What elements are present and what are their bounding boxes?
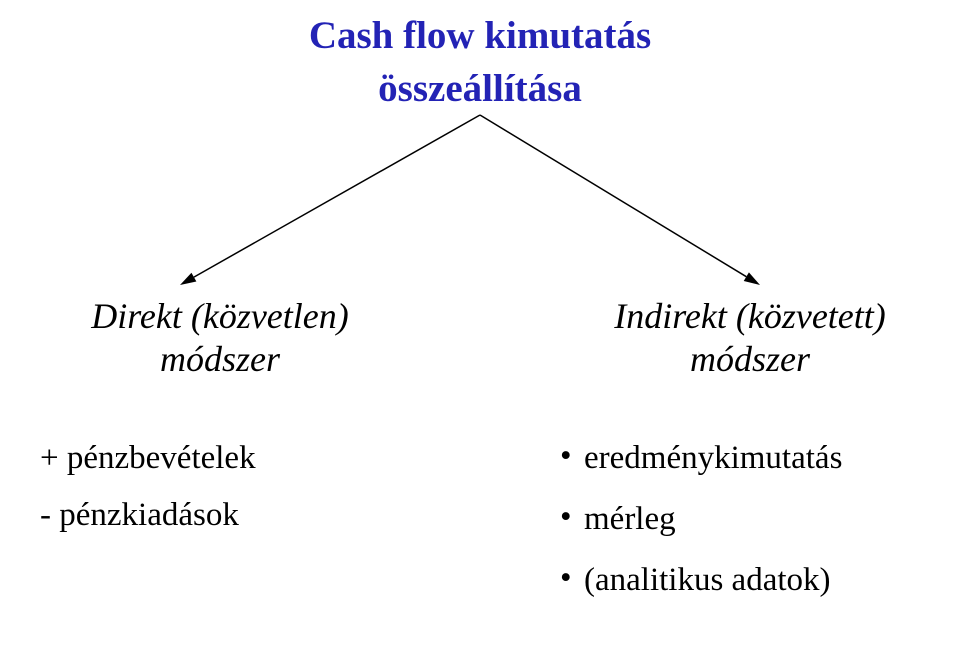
- right-list-item: (analitikus adatok): [560, 562, 842, 599]
- left-list: + pénzbevételek - pénzkiadások: [40, 440, 256, 554]
- method-left: Direkt (közvetlen) módszer: [40, 295, 400, 381]
- method-right-line-1: Indirekt (közvetett): [570, 295, 930, 338]
- left-list-item: + pénzbevételek: [40, 440, 256, 477]
- right-list-item: eredménykimutatás: [560, 440, 842, 477]
- method-right: Indirekt (közvetett) módszer: [570, 295, 930, 381]
- title-line-1: Cash flow kimutatás: [0, 10, 960, 63]
- diagram-title: Cash flow kimutatás összeállítása: [0, 10, 960, 115]
- right-list-item: mérleg: [560, 501, 842, 538]
- right-list: eredménykimutatás mérleg (analitikus ada…: [560, 440, 842, 623]
- title-line-2: összeállítása: [0, 63, 960, 116]
- left-list-item: - pénzkiadások: [40, 497, 256, 534]
- method-right-line-2: módszer: [570, 338, 930, 381]
- method-left-line-1: Direkt (közvetlen): [40, 295, 400, 338]
- method-left-line-2: módszer: [40, 338, 400, 381]
